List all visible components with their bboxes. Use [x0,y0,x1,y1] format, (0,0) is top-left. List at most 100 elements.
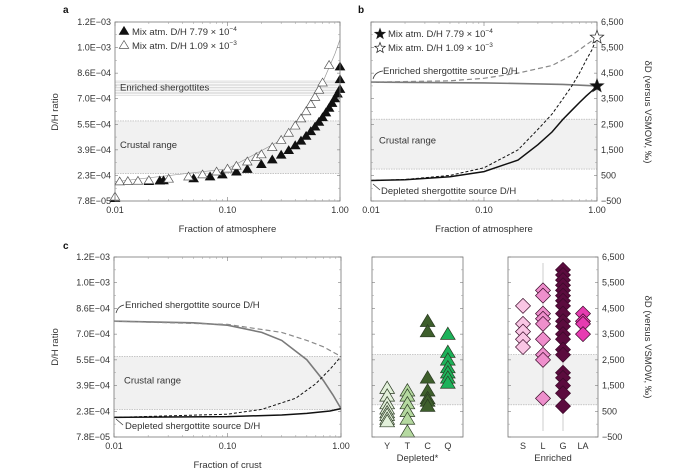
panel-label-c: c [63,241,69,252]
filled-triangle-point [241,163,253,173]
y-tick-label: 3.9E−04 [76,381,110,391]
legend-label: Mix atm. D/H 7.79 × 10−4 [388,28,493,40]
x-axis-title: Enriched [534,453,572,464]
diamond-point-LA [575,326,591,343]
enriched-source-annotation: Enriched shergottite source D/H [383,66,518,77]
annotation-arrow [115,418,124,426]
y-tick-label: 4,500 [601,68,624,78]
filled-triangle-point [300,130,312,140]
y-tick-label: 8.6E−04 [76,303,110,313]
panel-label-a: a [63,5,69,16]
x-tick-label: 0.01 [105,441,123,451]
category-label: G [559,441,566,451]
crustal-range-band [114,356,341,410]
category-label: T [405,441,411,451]
open-triangle-point [317,77,328,87]
category-label: C [424,441,431,451]
annotation-arrow [372,183,381,191]
curve-black-solid [113,407,342,419]
x-axis-title: Fraction of atmosphere [435,224,533,235]
y-tick-label: 1.0E−03 [77,43,111,53]
diamond-point-S [515,339,531,355]
filled-triangle-point [313,116,325,126]
open-triangle-point [295,113,307,123]
diamond-point-L [535,331,551,348]
y-axis-title: D/H ratio [50,93,61,130]
legend-label: Mix atm. D/H 1.09 × 10−3 [132,40,237,52]
filled-triangle-point [326,98,338,107]
filled-triangle-point [329,93,341,103]
filled-triangle-point [309,121,321,131]
legend-label: Mix atm. D/H 7.79 × 10−4 [132,26,237,38]
filled-triangle-point [231,166,242,176]
open-triangle-point [197,169,208,179]
depleted-source-annotation: Depleted shergottite source D/H [381,186,516,197]
curve-grey-dashed [370,36,598,83]
open-triangle-point [283,127,295,137]
open-triangle-point [241,156,253,166]
legend-label-text: Mix atm. D/H 1.09 × 10 [388,43,485,54]
plot-frame [113,256,342,438]
y-tick-label: −500 [601,196,621,206]
triangle-point-Q [439,375,456,389]
y-tick-label: 7.0E−04 [77,94,111,104]
crustal-range-label: Crustal range [120,140,177,151]
crustal-range-label: Crustal range [379,135,436,146]
open-triangle-point [266,142,278,151]
y-tick-label: 2,500 [601,119,624,129]
y-tick-label: 1.2E−03 [77,17,111,27]
open-triangle-point [289,120,301,130]
filled-triangle-point [275,149,287,159]
open-triangle-point [313,84,325,94]
triangle-point-T [399,424,416,438]
y-tick-label: 8.6E−04 [77,68,111,78]
y-tick-label: 1.0E−03 [76,278,110,288]
x-tick-label: 0.10 [219,441,237,451]
filled-star-point [589,77,605,93]
y-tick-label: 1.2E−03 [76,252,110,262]
x-tick-label: 1.00 [331,205,349,215]
open-star-point [589,29,605,44]
category-label: LA [577,441,588,451]
filled-triangle-point [295,135,307,145]
panel-c: Crustal range 7.8E−05 2.3E−04 3.9E−04 5.5E−0… [50,252,350,471]
enriched-shergottites-label: Enriched shergottites [120,82,209,93]
diamond-point-G [555,398,571,415]
y-tick-label: 3,500 [601,94,624,104]
y-tick-label: 3.9E−04 [77,145,111,155]
legend-label-exponent: −3 [229,40,237,47]
y-tick-label: 5,500 [601,43,624,53]
y-axis-title-right: δD (versus VSMOW, ‰) [642,61,653,164]
legend-label-exponent: −4 [229,26,237,33]
legend-label: Mix atm. D/H 1.09 × 10−3 [388,42,493,54]
depleted-source-annotation: Depleted shergottite source D/H [125,421,260,432]
y-tick-label: 2.3E−04 [77,170,111,180]
triangle-point-Q [439,326,456,340]
crustal-range-band [371,119,597,170]
legend-label-text: Mix atm. D/H 1.09 × 10 [132,41,229,52]
legend-label-text: Mix atm. D/H 7.79 × 10 [388,29,485,40]
filled-triangle-point [320,107,332,117]
open-triangle-point [222,163,233,173]
open-triangle-point [300,106,312,116]
legend-open-star-icon [373,41,387,54]
open-triangle-point [163,173,175,183]
category-label: Q [444,441,451,451]
triangle-point-C [419,398,436,412]
x-tick-label: 0.01 [362,205,380,215]
curve-grey-solid [370,81,598,87]
x-axis-title: Fraction of atmosphere [179,224,277,235]
open-triangle-point [211,166,222,176]
curve-black-dashed [370,37,598,181]
legend-label-text: Mix atm. D/H 7.79 × 10 [132,27,229,38]
y-tick-label: 7.0E−04 [76,329,110,339]
y-tick-label: 6,500 [602,252,625,262]
filled-triangle-point [256,159,267,169]
y-tick-label: 5.5E−04 [76,355,110,365]
diamond-point-L [535,287,551,304]
y-tick-label: 4,500 [602,303,625,313]
y-tick-label: 5.5E−04 [77,119,111,129]
y-axis-title: D/H ratio [50,328,61,365]
filled-triangle-point [305,126,317,136]
open-triangle-point [183,171,194,181]
